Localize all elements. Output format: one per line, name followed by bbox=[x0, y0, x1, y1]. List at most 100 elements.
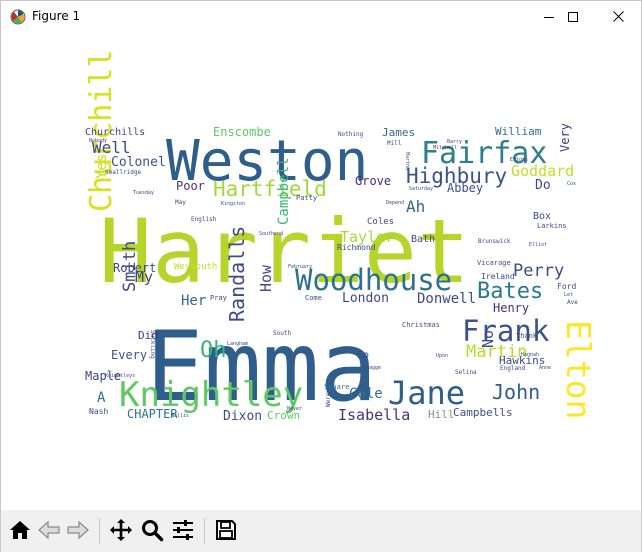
word-cloud-word: Cole bbox=[349, 386, 383, 402]
minimize-icon bbox=[544, 16, 554, 18]
word-cloud-word: May bbox=[175, 199, 186, 206]
word-cloud-word: Square bbox=[324, 383, 349, 391]
pan-button[interactable] bbox=[107, 516, 135, 544]
word-cloud-word: Well bbox=[92, 138, 131, 157]
word-cloud-word: Churchill bbox=[84, 49, 119, 212]
word-cloud-word: Southend bbox=[259, 231, 283, 237]
word-cloud-word: Ah bbox=[406, 197, 425, 216]
word-cloud-word: Bragge bbox=[363, 365, 381, 371]
word-cloud-word: Churchills bbox=[85, 127, 145, 138]
word-cloud-word: Never bbox=[287, 406, 302, 412]
word-cloud-word: Emma bbox=[146, 311, 377, 423]
title-bar[interactable]: Figure 1 bbox=[1, 1, 641, 32]
minimize-button[interactable] bbox=[526, 1, 572, 32]
word-cloud-word: Ireland bbox=[481, 272, 515, 281]
word-cloud-word: Bates bbox=[477, 279, 543, 304]
word-cloud-word: Very bbox=[558, 123, 572, 152]
word-cloud-word: England bbox=[500, 365, 526, 372]
word-cloud-word: Cox bbox=[567, 181, 576, 187]
word-cloud-word: Martin bbox=[466, 342, 527, 362]
word-cloud-word: Jane bbox=[388, 374, 465, 412]
word-cloud-word: Langham bbox=[227, 341, 248, 347]
word-cloud-word: Perry bbox=[513, 261, 564, 281]
word-cloud-word: Campbell bbox=[276, 158, 292, 225]
word-cloud-word: So bbox=[357, 350, 369, 361]
home-icon bbox=[10, 521, 30, 539]
word-cloud-word: Selina bbox=[455, 369, 477, 376]
word-cloud-word: Tuesday bbox=[133, 190, 154, 196]
word-cloud-word: Robert bbox=[113, 261, 156, 275]
word-cloud-word: Martha bbox=[404, 152, 410, 170]
word-cloud-word: Oh bbox=[200, 338, 227, 363]
save-button[interactable] bbox=[212, 516, 240, 544]
back-button[interactable] bbox=[35, 516, 63, 544]
maximize-button[interactable] bbox=[550, 1, 596, 32]
word-cloud-word: Colonel bbox=[111, 155, 166, 170]
word-cloud-word: Wallis bbox=[171, 413, 189, 419]
word-cloud-word: Do bbox=[535, 178, 551, 193]
word-cloud-word: Dixon bbox=[223, 409, 262, 424]
word-cloud-word: Enscombe bbox=[213, 125, 271, 139]
word-cloud-word: Taylor bbox=[340, 228, 394, 246]
word-cloud-word: Nash bbox=[89, 407, 108, 416]
toolbar-separator bbox=[99, 518, 100, 544]
word-cloud-word: Smith bbox=[120, 241, 140, 292]
configure-subplots-button[interactable] bbox=[169, 516, 197, 544]
word-cloud-word: A bbox=[97, 390, 106, 406]
zoom-button[interactable] bbox=[138, 516, 166, 544]
move-icon bbox=[110, 519, 132, 541]
back-arrow-icon bbox=[38, 520, 60, 540]
word-cloud-word: Grove bbox=[355, 174, 391, 188]
maximize-icon bbox=[568, 11, 578, 22]
word-cloud-word: Crown bbox=[267, 409, 300, 422]
word-cloud-word: Woodhouse bbox=[295, 263, 452, 297]
word-cloud-word: Every bbox=[111, 348, 147, 362]
word-cloud-word: Coles bbox=[367, 217, 394, 227]
word-cloud-word: Depend bbox=[386, 200, 404, 206]
word-cloud-word: William bbox=[495, 125, 542, 138]
word-cloud-word: Elliot bbox=[529, 242, 547, 248]
word-cloud-word: Let bbox=[564, 292, 573, 298]
word-cloud-word: English bbox=[191, 216, 217, 223]
word-cloud-word: February bbox=[288, 264, 312, 270]
word-cloud-word: Kingston bbox=[221, 201, 245, 207]
word-cloud-word: Abbey bbox=[447, 181, 483, 195]
word-cloud-word: Fairfax bbox=[421, 136, 547, 171]
word-cloud-word: Randalls bbox=[225, 226, 249, 322]
close-button[interactable] bbox=[595, 1, 641, 32]
window-title: Figure 1 bbox=[32, 9, 81, 23]
word-cloud-word: Ford bbox=[557, 282, 576, 291]
word-cloud-word: John bbox=[492, 380, 540, 404]
word-cloud-word: Goddard bbox=[511, 162, 574, 180]
word-cloud-word: Ave bbox=[567, 299, 578, 306]
matplotlib-icon bbox=[10, 9, 26, 25]
word-cloud-word: Come bbox=[305, 294, 322, 302]
word-cloud-word: London bbox=[342, 291, 389, 306]
word-cloud-word: Barry bbox=[447, 139, 462, 145]
save-icon bbox=[216, 520, 236, 540]
close-icon bbox=[612, 11, 624, 22]
word-cloud-word: Larkins bbox=[537, 222, 567, 230]
word-cloud-word: Elton bbox=[559, 320, 598, 419]
forward-button[interactable] bbox=[64, 516, 92, 544]
word-cloud-word: Brunswick bbox=[478, 238, 511, 245]
navigation-toolbar bbox=[1, 510, 641, 552]
toolbar-separator bbox=[204, 518, 205, 544]
word-cloud-word: Campbells bbox=[453, 406, 513, 419]
word-cloud-word: South bbox=[273, 330, 291, 337]
word-cloud-word: Yes bbox=[94, 154, 110, 179]
word-cloud-word: Richmond bbox=[337, 243, 376, 252]
word-cloud-word: CHAPTER bbox=[127, 407, 178, 421]
home-button[interactable] bbox=[6, 516, 34, 544]
word-cloud-word: Harriet bbox=[99, 200, 470, 303]
word-cloud-word: Poor bbox=[176, 179, 205, 193]
word-cloud-word: Knightleys bbox=[105, 373, 135, 379]
figure-canvas[interactable]: Emma Harriet Weston Fairfax Knightley Woodhou… bbox=[1, 32, 641, 510]
word-cloud-word: Frank bbox=[462, 314, 550, 348]
forward-arrow-icon bbox=[67, 520, 89, 540]
word-cloud-word: Patty bbox=[296, 194, 317, 202]
word-cloud-word: Weymouth bbox=[174, 262, 217, 272]
word-cloud-word: Highbury bbox=[406, 164, 507, 188]
word-cloud-word: Nobody bbox=[89, 138, 107, 144]
